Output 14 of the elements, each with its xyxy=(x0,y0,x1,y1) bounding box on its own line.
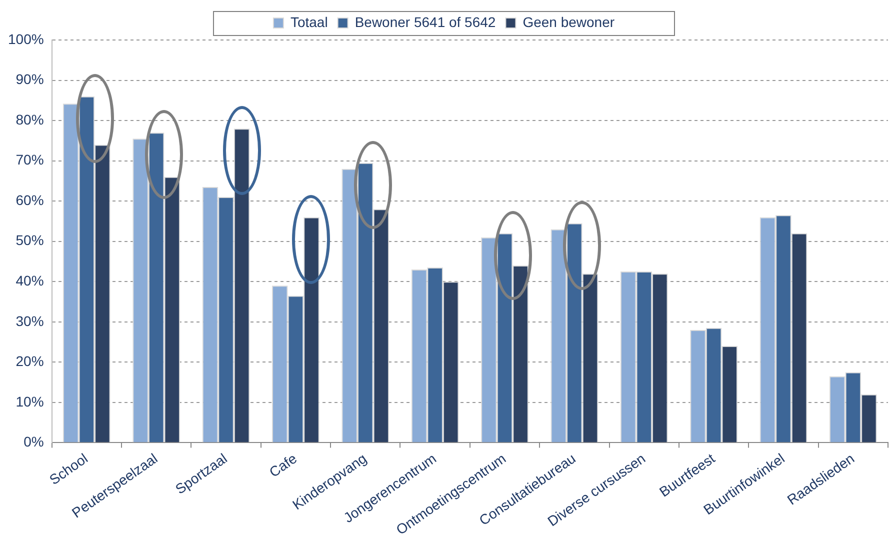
y-tick-label: 30% xyxy=(16,312,44,329)
y-tick-label: 80% xyxy=(16,111,44,128)
y-tick-label: 0% xyxy=(24,434,44,450)
y-tick-label: 40% xyxy=(16,272,44,288)
y-tick-label: 70% xyxy=(16,152,44,168)
y-tick-label: 100% xyxy=(8,30,44,47)
legend-label: Bewoner 5641 of 5642 xyxy=(354,14,496,30)
y-tick-label: 20% xyxy=(16,353,44,370)
legend-label: Geen bewoner xyxy=(522,14,615,30)
legend-label: Totaal xyxy=(290,14,328,30)
y-tick-label: 50% xyxy=(16,232,44,248)
y-tick-label: 10% xyxy=(16,393,44,410)
y-tick-label: 60% xyxy=(16,192,44,208)
y-tick-label: 90% xyxy=(16,71,44,88)
